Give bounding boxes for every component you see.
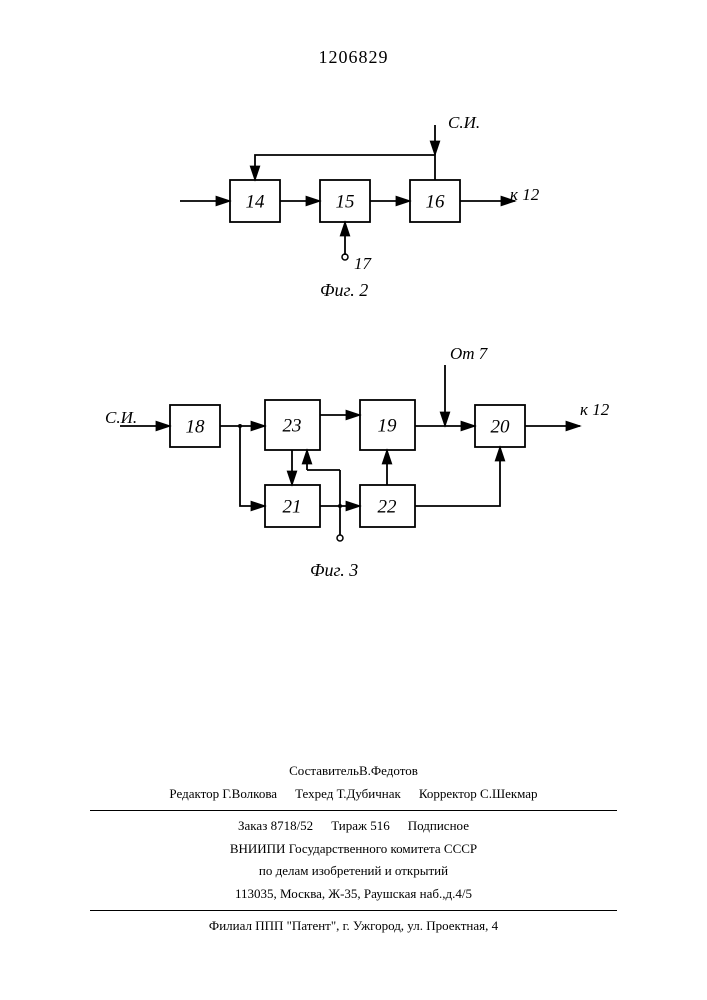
- patent-number: 1206829: [0, 47, 707, 68]
- svg-text:16: 16: [426, 191, 446, 212]
- tekhred: Техред Т.Дубичнак: [295, 785, 401, 804]
- svg-text:15: 15: [336, 191, 355, 212]
- figure-2: 14 15 16: [140, 120, 560, 300]
- block-23: 23: [265, 400, 320, 450]
- addr1: 113035, Москва, Ж-35, Раушская наб.,д.4/…: [235, 885, 472, 904]
- fig2-pin17-label: 17: [354, 254, 371, 274]
- korrektor: Корректор С.Шекмар: [419, 785, 538, 804]
- block-21: 21: [265, 485, 320, 527]
- block-22: 22: [360, 485, 415, 527]
- svg-text:18: 18: [186, 416, 206, 437]
- filial: Филиал ППП "Патент", г. Ужгород, ул. Про…: [209, 917, 498, 936]
- tirazh: Тираж 516: [331, 817, 390, 836]
- block-20: 20: [475, 405, 525, 447]
- page: 1206829 14 15 16 С.И: [0, 0, 707, 1000]
- colophon: СоставительВ.Федотов Редактор Г.Волкова …: [0, 760, 707, 938]
- svg-text:19: 19: [378, 415, 398, 436]
- block-18: 18: [170, 405, 220, 447]
- svg-text:14: 14: [246, 191, 266, 212]
- block-14: 14: [230, 180, 280, 222]
- block-15: 15: [320, 180, 370, 222]
- svg-text:21: 21: [283, 496, 302, 517]
- org2: по делам изобретений и открытий: [259, 862, 448, 881]
- org1: ВНИИПИ Государственного комитета СССР: [230, 840, 477, 859]
- svg-text:20: 20: [491, 416, 511, 437]
- fig2-si-label: С.И.: [448, 113, 480, 133]
- fig3-output-label: к 12: [580, 400, 609, 420]
- fig2-output-label: к 12: [510, 185, 539, 205]
- order: Заказ 8718/52: [238, 817, 313, 836]
- figure-3: 18 23 19 20 21 22: [100, 350, 620, 570]
- fig2-caption: Фиг. 2: [320, 280, 368, 301]
- editor: Редактор Г.Волкова: [169, 785, 277, 804]
- block-16: 16: [410, 180, 460, 222]
- podpisnoe: Подписное: [408, 817, 469, 836]
- compiler: СоставительВ.Федотов: [289, 762, 418, 781]
- block-19: 19: [360, 400, 415, 450]
- fig3-ot7-label: От 7: [450, 344, 487, 364]
- fig3-caption: Фиг. 3: [310, 560, 358, 581]
- svg-text:23: 23: [283, 415, 302, 436]
- svg-text:22: 22: [378, 496, 398, 517]
- fig3-si-label: С.И.: [105, 408, 137, 428]
